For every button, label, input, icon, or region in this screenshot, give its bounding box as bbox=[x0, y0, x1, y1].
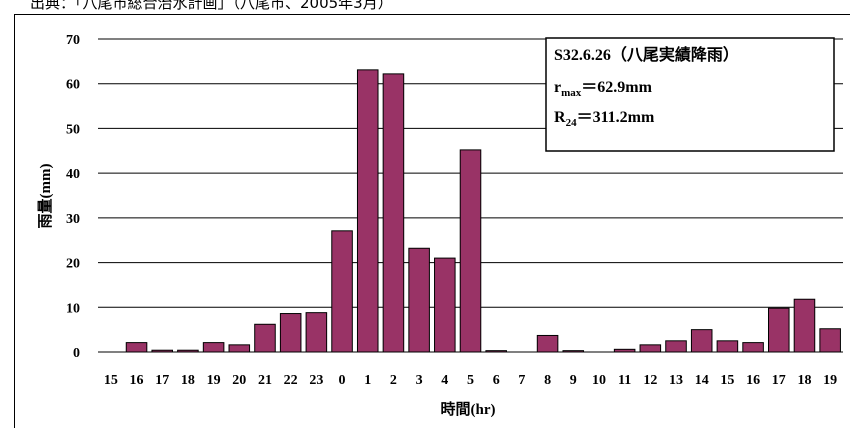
bar-6 bbox=[254, 323, 276, 353]
x-axis-label: 時間(hr) bbox=[441, 400, 496, 418]
y-tick-labels: 0 10 20 30 40 50 60 70 bbox=[66, 33, 80, 361]
x-tick-label: 6 bbox=[493, 373, 500, 388]
bar-10 bbox=[356, 69, 379, 353]
bar-11 bbox=[382, 73, 405, 353]
bar-13 bbox=[434, 257, 456, 353]
bar-9 bbox=[331, 230, 353, 353]
chart-frame bbox=[14, 14, 850, 428]
y-tick-label: 20 bbox=[66, 257, 80, 272]
bar-8 bbox=[305, 312, 328, 353]
x-tick-label: 0 bbox=[339, 373, 346, 388]
bar-28 bbox=[819, 328, 841, 353]
bar-25 bbox=[742, 342, 764, 353]
x-tick-label: 9 bbox=[570, 373, 577, 388]
bar-24 bbox=[716, 340, 739, 353]
x-tick-label: 14 bbox=[695, 373, 709, 388]
x-tick-label: 22 bbox=[284, 373, 298, 388]
bar-12 bbox=[408, 247, 430, 353]
x-tick-label: 19 bbox=[207, 373, 221, 388]
x-tick-label: 4 bbox=[441, 373, 448, 388]
x-tick-label: 12 bbox=[643, 373, 657, 388]
x-tick-label: 3 bbox=[416, 373, 423, 388]
x-tick-label: 13 bbox=[669, 373, 683, 388]
x-tick-label: 10 bbox=[592, 373, 606, 388]
x-tick-label: 2 bbox=[390, 373, 397, 388]
x-tick-labels: 15 16 17 18 19 20 21 22 23 0 1 2 3 4 5 6 7 8 9 10 11 12 13 14 15… bbox=[104, 373, 837, 388]
annotation-title: S32.6.26（八尾実績降雨） bbox=[554, 45, 739, 64]
y-tick-label: 40 bbox=[66, 167, 80, 182]
bars bbox=[125, 69, 841, 353]
caption-strip: 出典：「八尾市総合治水計画」（八尾市、2005年3月） bbox=[0, 0, 850, 10]
x-tick-label: 15 bbox=[104, 373, 118, 388]
x-tick-label: 16 bbox=[130, 373, 144, 388]
bar-4 bbox=[202, 342, 225, 353]
y-tick-label: 30 bbox=[66, 212, 80, 227]
x-tick-label: 23 bbox=[309, 373, 323, 388]
x-tick-label: 17 bbox=[772, 373, 786, 388]
bar-26 bbox=[768, 307, 790, 353]
x-tick-label: 5 bbox=[467, 373, 474, 388]
annotation-box: S32.6.26（八尾実績降雨） rmax＝62.9mm R24＝311.2mm bbox=[545, 37, 835, 152]
bar-5 bbox=[228, 344, 251, 353]
x-tick-label: 17 bbox=[155, 373, 169, 388]
bar-27 bbox=[793, 298, 816, 353]
bar-23 bbox=[690, 329, 713, 353]
y-tick-label: 50 bbox=[66, 122, 80, 137]
bar-14 bbox=[459, 149, 482, 353]
x-tick-label: 21 bbox=[258, 373, 272, 388]
y-tick-label: 70 bbox=[66, 33, 80, 48]
x-tick-label: 8 bbox=[544, 373, 551, 388]
x-tick-label: 7 bbox=[518, 373, 525, 388]
bar-17 bbox=[536, 334, 559, 353]
x-tick-label: 20 bbox=[232, 373, 246, 388]
x-tick-label: 19 bbox=[823, 373, 837, 388]
bar-22 bbox=[665, 340, 687, 353]
bar-7 bbox=[279, 313, 302, 353]
x-tick-label: 15 bbox=[720, 373, 734, 388]
x-tick-label: 1 bbox=[364, 373, 371, 388]
y-tick-label: 60 bbox=[66, 78, 80, 93]
x-tick-label: 18 bbox=[181, 373, 195, 388]
caption-text: 出典：「八尾市総合治水計画」（八尾市、2005年3月） bbox=[30, 0, 393, 10]
x-tick-label: 16 bbox=[746, 373, 760, 388]
bar-21 bbox=[639, 344, 662, 353]
bar-1 bbox=[125, 342, 148, 353]
annotation-rmax: rmax＝62.9mm bbox=[554, 79, 653, 99]
annotation-r24: R24＝311.2mm bbox=[554, 109, 655, 129]
y-axis-label: 雨量(mm) bbox=[37, 164, 54, 229]
y-tick-label: 10 bbox=[66, 301, 80, 316]
x-tick-label: 18 bbox=[797, 373, 811, 388]
x-tick-label: 11 bbox=[618, 373, 631, 388]
y-tick-label: 0 bbox=[73, 346, 80, 361]
